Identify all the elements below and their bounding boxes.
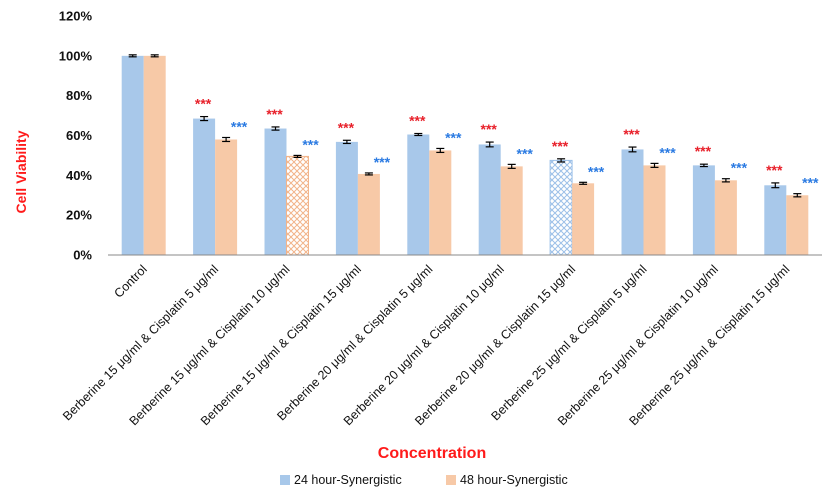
significance-marker: *** [766,162,783,178]
bar-48h [572,183,595,255]
y-tick-label: 20% [66,208,92,223]
bar-24h [549,159,573,256]
bar-24h [193,118,216,255]
x-tick-label: Control [111,262,149,300]
x-tick-label: Berberine 15 μg/ml & Cisplatin 15 μg/ml [198,262,364,428]
significance-marker: *** [623,126,640,142]
error-bar [793,193,802,198]
bar-24h [335,141,358,255]
bar-48h [357,173,380,255]
x-tick-label: Berberine 20 μg/ml & Cisplatin 5 μg/ml [274,262,435,423]
error-bar [485,141,494,148]
bar-48h [215,139,238,255]
x-tick-label: Berberine 20 μg/ml & Cisplatin 10 μg/ml [341,262,507,428]
significance-layer: *** *** *** *** *** *** *** *** *** *** *** *** *** *… [195,96,819,191]
legend-label-48h: 48 hour-Synergistic [460,473,568,487]
error-bar [628,146,637,153]
significance-marker: *** [552,138,569,154]
significance-marker: *** [231,118,248,134]
error-bar [293,154,302,159]
significance-marker: *** [445,129,462,145]
significance-marker: *** [731,160,748,176]
error-bar [721,178,730,183]
bars-layer [121,55,809,256]
error-bar [128,54,137,58]
y-tick-label: 100% [59,48,93,63]
bar-24h [264,128,287,255]
significance-marker: *** [481,121,498,137]
bar-48h [714,180,737,255]
bar-48h [643,165,666,255]
y-tick-label: 120% [59,9,93,24]
bar-48h [143,55,166,256]
error-bar [771,182,780,189]
significance-marker: *** [659,144,676,160]
bar-48h [500,166,523,255]
error-bar [557,158,566,163]
x-tick-label: Berberine 25 μg/ml & Cisplatin 10 μg/ml [555,262,721,428]
x-axis-label: Concentration [378,445,486,462]
x-tick-label: Berberine 25 μg/ml & Cisplatin 5 μg/ml [489,262,650,423]
bar-24h [407,134,430,255]
legend-label-24h: 24 hour-Synergistic [294,473,402,487]
x-tick-label: Berberine 25 μg/ml & Cisplatin 15 μg/ml [626,262,792,428]
significance-marker: *** [195,96,212,112]
bar-24h [478,144,501,255]
legend-swatch-48h [446,475,456,485]
significance-marker: *** [517,145,534,161]
error-bar [699,163,708,168]
x-tick-label: Berberine 15 μg/ml & Cisplatin 10 μg/ml [127,262,293,428]
y-tick-label: 0% [73,248,92,263]
y-tick-label: 80% [66,88,92,103]
bar-48h [786,195,809,255]
significance-marker: *** [338,119,355,135]
y-tick-label: 40% [66,168,92,183]
legend: 24 hour-Synergistic 48 hour-Synergistic [280,473,568,487]
x-tick-label: Berberine 15 μg/ml & Cisplatin 5 μg/ml [60,262,221,423]
bar-24h [764,185,787,255]
error-bar [364,172,373,176]
error-bar [200,115,209,122]
y-axis-ticks: 0% 20% 40% 60% 80% 100% 120% [59,9,93,263]
bar-24h [692,165,715,255]
error-bar [579,181,588,185]
significance-marker: *** [374,154,391,170]
bar-48h [286,155,309,256]
significance-marker: *** [588,163,605,179]
error-bar [436,147,445,154]
error-bar [507,163,516,169]
error-bar [271,126,280,131]
x-tick-label: Berberine 20 μg/ml & Cisplatin 15 μg/ml [412,262,578,428]
bar-24h [121,55,144,256]
significance-marker: *** [802,175,819,191]
error-bar [650,162,659,168]
significance-marker: *** [266,106,283,122]
error-bars-layer [128,54,802,198]
y-tick-label: 60% [66,128,92,143]
y-axis-label: Cell Viability [13,130,29,213]
significance-marker: *** [302,136,319,152]
significance-marker: *** [695,143,712,159]
error-bar [342,139,351,145]
bar-48h [429,150,452,255]
legend-swatch-24h [280,475,290,485]
error-bar [414,132,423,137]
significance-marker: *** [409,113,426,129]
error-bar [222,136,231,143]
error-bar [150,54,159,58]
bar-24h [621,149,644,255]
